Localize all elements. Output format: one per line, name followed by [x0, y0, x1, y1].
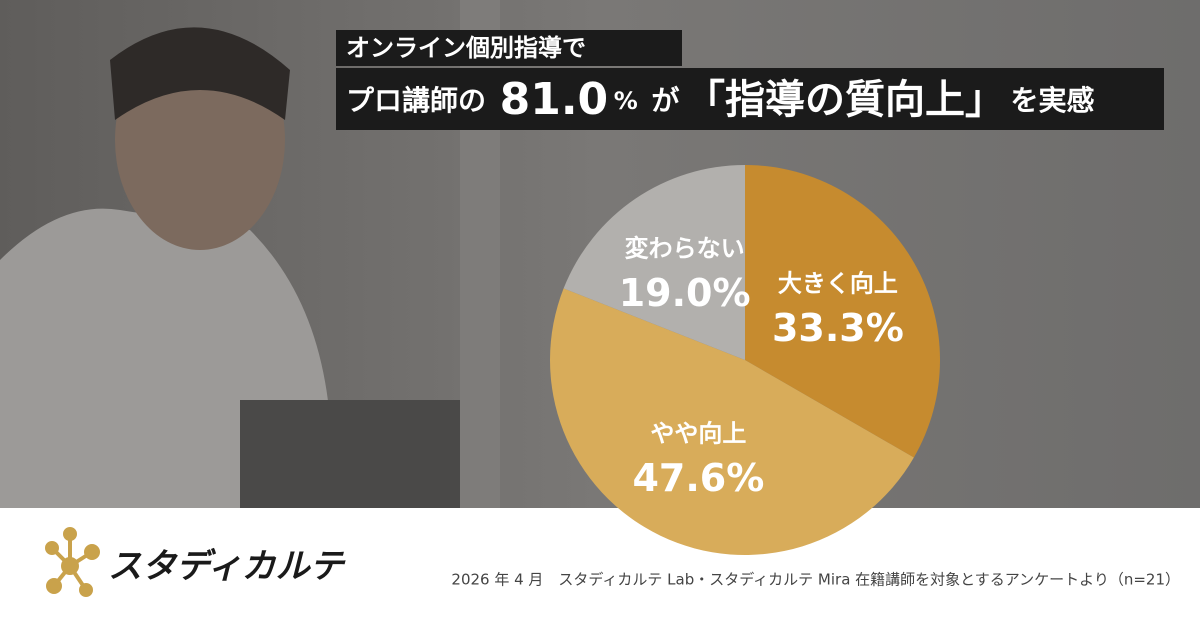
title-part: %: [614, 87, 638, 115]
footnote: 2026 年 4 月 スタディカルテ Lab・スタディカルテ Mira 在籍講師…: [451, 571, 1180, 589]
footer-band: [0, 508, 1200, 622]
title-box: [336, 68, 1164, 130]
title: プロ講師の 81.0 % が 「指導の質向上」 を実感: [346, 74, 1095, 125]
slice-value-label: 19.0%: [619, 271, 751, 315]
slice-category: 変わらない: [625, 234, 745, 262]
slice-value-label: 47.6%: [632, 456, 764, 500]
title-part: 81.0: [500, 74, 609, 125]
slice-category: 大きく向上: [778, 269, 898, 297]
title: オンライン個別指導で: [346, 34, 586, 62]
pie-slice: [563, 165, 745, 360]
slice-value-label: 33.3%: [772, 306, 904, 350]
photo-hair: [110, 27, 290, 121]
pie-slice: [745, 165, 940, 458]
title-part: を実感: [1011, 84, 1095, 117]
pie-chart: 大きく向上 33.3% やや向上 47.6% 変わらない 19.0%: [550, 165, 940, 555]
photo-tablet: [240, 400, 460, 510]
slice-category: やや向上: [650, 420, 746, 448]
title-box: [336, 30, 682, 66]
title-part: が: [651, 84, 679, 117]
logo-icon: [45, 527, 100, 597]
logo-text: スタディカルテ: [108, 547, 346, 587]
pie-slice: [550, 288, 914, 555]
title-part: プロ講師の: [346, 84, 486, 117]
title-part: 「指導の質向上」: [685, 77, 1005, 123]
